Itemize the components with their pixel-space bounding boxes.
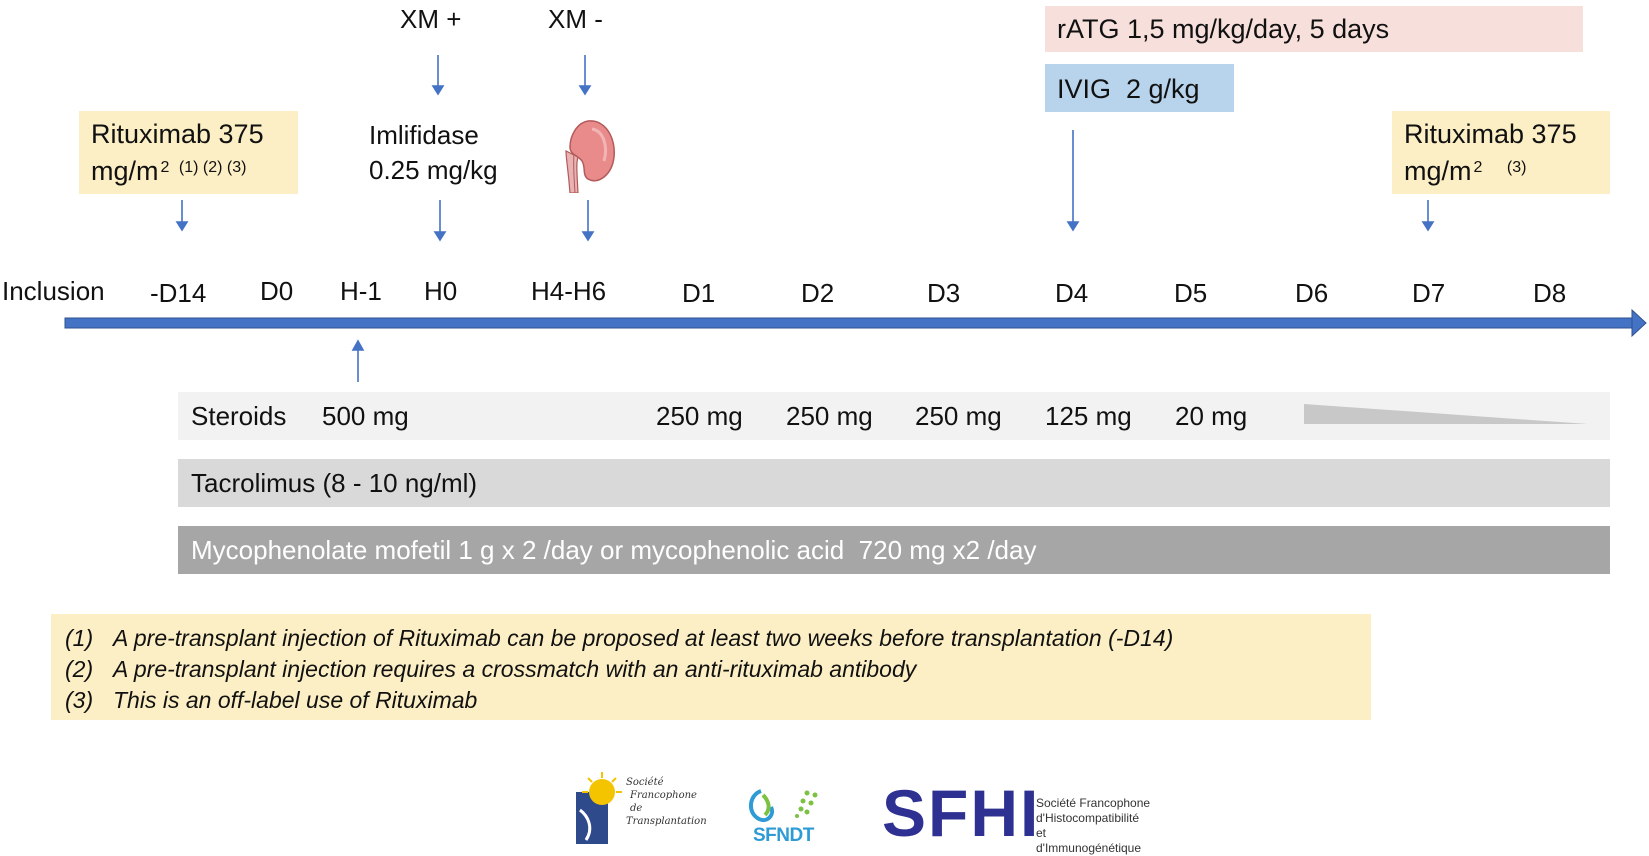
sft-logo-text: Société Francophone de Transplantation bbox=[626, 776, 707, 828]
rituximab-post-title: Rituximab 375 bbox=[1404, 119, 1577, 149]
steroids-dose-d2: 250 mg bbox=[786, 401, 873, 431]
ivig-arrowhead bbox=[1066, 221, 1080, 232]
sft-logo: Société Francophone de Transplantation bbox=[574, 770, 707, 850]
rituximab-post-arrowhead bbox=[1421, 221, 1435, 232]
footnote-1-text: A pre-transplant injection of Rituximab … bbox=[113, 625, 1174, 651]
rituximab-pre-arrowhead bbox=[175, 221, 189, 232]
xm-minus-arrowhead bbox=[578, 85, 592, 96]
footnote-1: (1) A pre-transplant injection of Rituxim… bbox=[65, 623, 1371, 654]
tacrolimus-label: Tacrolimus (8 - 10 ng/ml) bbox=[191, 468, 478, 498]
rituximab-pre-refs: (1) (2) (3) bbox=[178, 159, 247, 176]
mycophenolate-label: Mycophenolate mofetil 1 g x 2 /day or my… bbox=[191, 535, 1037, 565]
sfndt-text: SFNDT bbox=[753, 825, 814, 846]
mycophenolate-bar: Mycophenolate mofetil 1 g x 2 /day or my… bbox=[178, 526, 1610, 574]
imlifidase-arrowhead bbox=[433, 231, 447, 242]
tacrolimus-bar: Tacrolimus (8 - 10 ng/ml) bbox=[178, 459, 1610, 507]
rituximab-post-unit: mg/m bbox=[1404, 156, 1472, 186]
sft-line2: Francophone de bbox=[630, 790, 697, 814]
imlifidase-dose: 0.25 mg/kg bbox=[369, 155, 498, 185]
steroids-dose-h0: 500 mg bbox=[322, 401, 409, 431]
steroids-dose-d4: 125 mg bbox=[1045, 401, 1132, 431]
rituximab-pre-unit: mg/m bbox=[91, 156, 159, 186]
steroids-label: Steroids bbox=[191, 401, 287, 431]
sfndt-logo: SFNDT bbox=[745, 785, 825, 847]
label-d7: D7 bbox=[1412, 278, 1446, 308]
rituximab-post-exponent: 2 bbox=[1473, 159, 1483, 176]
timeline-bar bbox=[64, 317, 1636, 329]
sft-line1: Société bbox=[626, 777, 664, 788]
ratg-box: rATG 1,5 mg/kg/day, 5 days bbox=[1045, 6, 1583, 52]
label-d3: D3 bbox=[927, 278, 961, 308]
label-h0: H0 bbox=[424, 276, 458, 306]
xm-positive-label: XM + bbox=[400, 4, 462, 34]
sfhi-line1: Société Francophone bbox=[1036, 796, 1151, 810]
ivig-box: IVIG 2 g/kg bbox=[1045, 64, 1234, 112]
kidney-arrowhead bbox=[581, 231, 595, 242]
footnote-3: (3) This is an off-label use of Rituximab bbox=[65, 685, 1371, 716]
ratg-label: rATG 1,5 mg/kg/day, 5 days bbox=[1057, 14, 1390, 44]
footnote-3-text: This is an off-label use of Rituximab bbox=[113, 687, 478, 713]
ivig-label: IVIG 2 g/kg bbox=[1057, 74, 1200, 104]
steroids-dose-d5: 20 mg bbox=[1175, 401, 1248, 431]
h-minus-1-arrowhead bbox=[351, 339, 365, 351]
footnote-1-num: (1) bbox=[65, 625, 94, 651]
label-d0: D0 bbox=[260, 276, 294, 306]
footnote-3-num: (3) bbox=[65, 687, 94, 713]
sfhi-line3: et d'Immunogénétique bbox=[1036, 826, 1142, 855]
rituximab-post-refs: (3) bbox=[1506, 159, 1527, 176]
rituximab-pre-box: Rituximab 375 mg/m 2 (1) (2) (3) bbox=[79, 111, 298, 194]
timeline-arrowhead bbox=[1631, 308, 1647, 338]
rituximab-pre-exponent: 2 bbox=[160, 159, 170, 176]
kidney-icon bbox=[558, 117, 618, 194]
imlifidase-name: Imlifidase bbox=[369, 120, 479, 150]
sfhi-letters: SFHI bbox=[882, 776, 1041, 850]
label-inclusion: Inclusion bbox=[2, 276, 105, 306]
rituximab-pre-title: Rituximab 375 bbox=[91, 119, 264, 149]
sfhi-line2: d'Histocompatibilité bbox=[1036, 811, 1140, 825]
xm-negative-label: XM - bbox=[548, 4, 603, 34]
label-d4: D4 bbox=[1055, 278, 1089, 308]
steroids-dose-d1: 250 mg bbox=[656, 401, 743, 431]
label-d2: D2 bbox=[801, 278, 835, 308]
label-d1: D1 bbox=[682, 278, 716, 308]
label-d8: D8 bbox=[1533, 278, 1567, 308]
xm-plus-arrowhead bbox=[431, 85, 445, 96]
label-h-1: H-1 bbox=[340, 276, 382, 306]
label-h4-h6: H4-H6 bbox=[531, 276, 607, 306]
sft-line3: Transplantation bbox=[626, 816, 707, 827]
steroid-taper bbox=[1304, 404, 1588, 426]
footnote-2-num: (2) bbox=[65, 656, 94, 682]
footnote-2-text: A pre-transplant injection requires a cr… bbox=[113, 656, 917, 682]
label-d-14: -D14 bbox=[150, 278, 207, 308]
sfhi-text: Société Francophone d'Histocompatibilité… bbox=[1036, 796, 1152, 856]
footnote-2: (2) A pre-transplant injection requires a… bbox=[65, 654, 1371, 685]
footnotes-box: (1) A pre-transplant injection of Rituxim… bbox=[51, 614, 1371, 720]
label-d5: D5 bbox=[1174, 278, 1208, 308]
label-d6: D6 bbox=[1295, 278, 1329, 308]
sfhi-logo: SFHI Société Francophone d'Histocompatib… bbox=[882, 780, 1152, 855]
imlifidase-label: Imlifidase 0.25 mg/kg bbox=[369, 118, 498, 188]
steroids-dose-d3: 250 mg bbox=[915, 401, 1002, 431]
rituximab-post-box: Rituximab 375 mg/m 2 (3) bbox=[1392, 111, 1610, 194]
